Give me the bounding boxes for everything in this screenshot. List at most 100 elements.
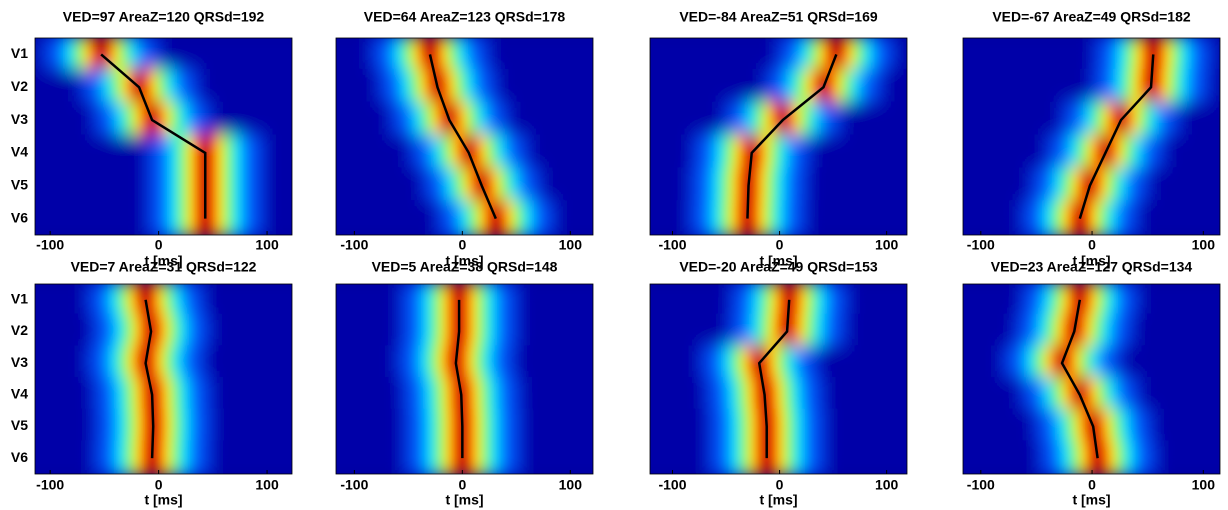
y-tick-label: V3	[11, 354, 28, 370]
panel: VED=-20 AreaZ=49 QRSd=153 -100 0 100 t [ms]	[649, 259, 908, 508]
heat-row	[35, 68, 292, 106]
panel-title: VED=5 AreaZ=38 QRSd=148	[372, 259, 558, 275]
x-axis-label: t [ms]	[759, 492, 797, 508]
panel: VED=64 AreaZ=123 QRSd=178 -100 0 100 t [ms]	[335, 9, 594, 269]
x-tick-label: 0	[458, 237, 466, 253]
heat-row	[650, 345, 907, 381]
heat-row	[650, 313, 907, 350]
x-axis-label: t [ms]	[1072, 253, 1110, 269]
heat-row	[35, 167, 292, 205]
heat-row	[336, 200, 593, 235]
panel-title: VED=23 AreaZ=127 QRSd=134	[991, 259, 1193, 275]
heatmap-body	[35, 284, 292, 474]
plot-frame	[962, 283, 1221, 475]
panel: VED=-84 AreaZ=51 QRSd=169 -100 0 100 t [ms]	[649, 9, 908, 269]
heatmap	[963, 284, 1220, 474]
x-tick-label: 100	[559, 237, 583, 253]
heatmap-body	[963, 284, 1220, 474]
heat-row	[35, 101, 292, 139]
heatmap	[35, 38, 292, 235]
heat-row	[650, 101, 907, 139]
x-axis-label: t [ms]	[144, 492, 182, 508]
x-tick-label: -100	[36, 237, 64, 253]
heatmap-body	[336, 38, 593, 235]
heat-row	[35, 313, 292, 350]
heat-row	[35, 38, 292, 73]
x-axis-label: t [ms]	[759, 253, 797, 269]
heat-row	[336, 408, 593, 445]
heat-row	[336, 345, 593, 381]
heat-row	[336, 101, 593, 139]
x-tick-label: 100	[1192, 237, 1216, 253]
heat-row	[35, 440, 292, 474]
heat-row	[650, 408, 907, 445]
x-tick-label: 100	[875, 237, 899, 253]
activation-line	[1060, 299, 1099, 459]
x-axis-label: t [ms]	[445, 253, 483, 269]
heatmap-body	[963, 38, 1220, 235]
heatmap	[650, 38, 907, 235]
heat-row	[35, 408, 292, 445]
heat-row	[963, 440, 1220, 474]
plot-frame	[962, 37, 1221, 236]
panel-title: VED=-20 AreaZ=49 QRSd=153	[679, 259, 878, 275]
y-tick-label: V1	[11, 45, 28, 61]
heat-row	[336, 68, 593, 106]
panel-title: VED=-84 AreaZ=51 QRSd=169	[679, 9, 878, 25]
activation-line	[454, 299, 464, 459]
heat-row	[963, 134, 1220, 172]
heatmap	[336, 38, 593, 235]
y-tick-label: V2	[11, 78, 28, 94]
panel: VED=23 AreaZ=127 QRSd=134 -100 0 100 t [ms]	[962, 259, 1221, 508]
x-tick-label: -100	[967, 237, 995, 253]
panel: VED=7 AreaZ=31 QRSd=122 V1 V2 V3 V4 V5 V6 -100 0…	[11, 259, 293, 508]
heat-row	[336, 313, 593, 350]
activation-line	[428, 54, 497, 220]
panel-title: VED=-67 AreaZ=49 QRSd=182	[992, 9, 1191, 25]
heat-row	[650, 284, 907, 318]
x-tick-label: 0	[155, 237, 163, 253]
heat-row	[336, 38, 593, 73]
heatmap	[336, 284, 593, 474]
activation-line	[1078, 54, 1155, 219]
panel-title: VED=64 AreaZ=123 QRSd=178	[364, 9, 566, 25]
heat-row	[650, 200, 907, 235]
activation-line	[746, 53, 838, 219]
heatmap-body	[336, 284, 593, 474]
heat-row	[963, 345, 1220, 381]
y-tick-label: V6	[11, 449, 28, 465]
activation-line	[100, 53, 207, 219]
heat-row	[35, 377, 292, 413]
plot-frame	[649, 283, 908, 475]
x-tick-label: -100	[658, 237, 686, 253]
x-tick-label: -100	[36, 477, 64, 493]
y-tick-label: V3	[11, 111, 28, 127]
x-axis-label: t [ms]	[445, 492, 483, 508]
panel-title: VED=97 AreaZ=120 QRSd=192	[63, 9, 265, 25]
heat-row	[963, 313, 1220, 350]
heat-row	[963, 200, 1220, 235]
x-tick-label: -100	[658, 477, 686, 493]
heat-row	[963, 167, 1220, 205]
x-tick-label: -100	[340, 477, 368, 493]
x-tick-label: 0	[776, 237, 784, 253]
x-tick-label: 100	[1192, 477, 1216, 493]
heat-row	[336, 440, 593, 474]
heatmap	[35, 284, 292, 474]
heatmap-body	[650, 38, 907, 235]
heat-row	[963, 101, 1220, 139]
heat-row	[650, 167, 907, 205]
heat-row	[35, 345, 292, 381]
x-tick-label: 0	[155, 477, 163, 493]
heat-row	[336, 167, 593, 205]
heat-row	[650, 440, 907, 474]
x-tick-label: 100	[255, 477, 279, 493]
heat-row	[650, 68, 907, 106]
plot-frame	[34, 283, 293, 475]
activation-line	[757, 299, 791, 459]
x-tick-label: 0	[1088, 477, 1096, 493]
plot-frame	[34, 37, 293, 236]
heat-row	[650, 38, 907, 73]
y-tick-label: V5	[11, 417, 28, 433]
